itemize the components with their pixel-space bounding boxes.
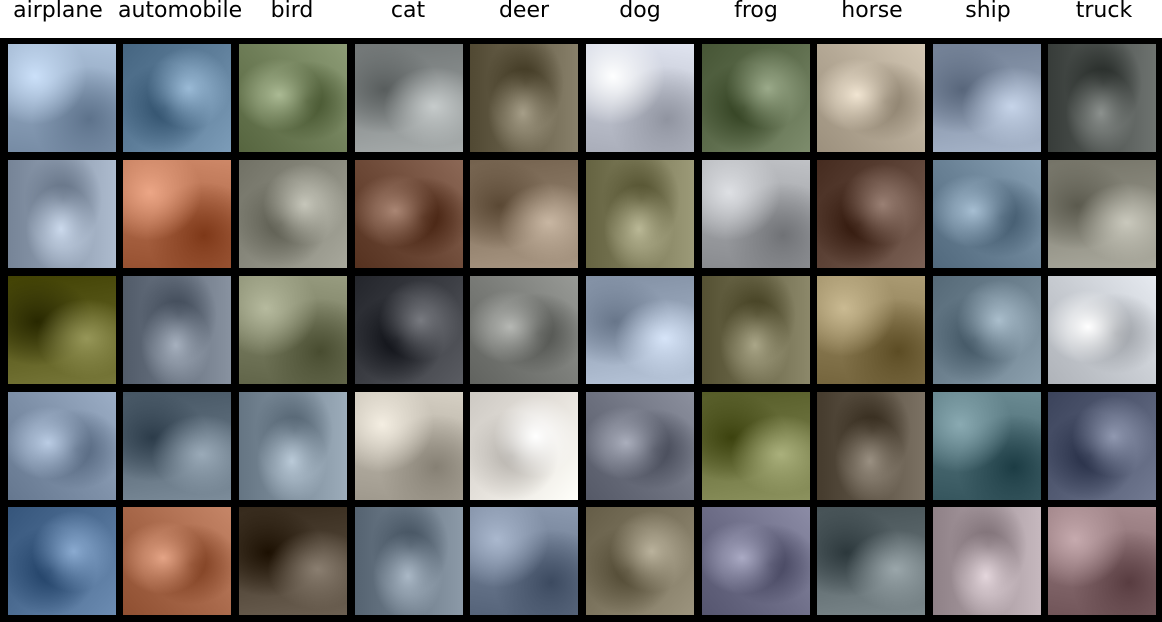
sample-image-dog-1 [586, 44, 694, 152]
sample-image-bird-4 [239, 392, 347, 500]
label-cat: cat [390, 0, 426, 23]
sample-image-cat-5 [355, 507, 463, 615]
sample-image-frog-2 [702, 160, 810, 268]
sample-image-ship-1 [933, 44, 1041, 152]
sample-image-bird-2 [239, 160, 347, 268]
sample-image-airplane-2 [8, 160, 116, 268]
label-horse: horse [841, 0, 903, 23]
sample-image-automobile-5 [123, 507, 231, 615]
sample-image-bird-5 [239, 507, 347, 615]
label-truck: truck [1075, 0, 1133, 23]
sample-image-frog-1 [702, 44, 810, 152]
sample-image-horse-3 [817, 276, 925, 384]
column-labels: airplane automobile bird cat deer dog fr… [0, 0, 1162, 38]
sample-image-cat-2 [355, 160, 463, 268]
label-bird: bird [270, 0, 314, 23]
sample-image-truck-3 [1048, 276, 1156, 384]
sample-image-cat-4 [355, 392, 463, 500]
sample-image-bird-3 [239, 276, 347, 384]
sample-image-airplane-1 [8, 44, 116, 152]
sample-image-ship-3 [933, 276, 1041, 384]
sample-image-cat-1 [355, 44, 463, 152]
sample-image-dog-4 [586, 392, 694, 500]
sample-image-automobile-1 [123, 44, 231, 152]
sample-image-truck-1 [1048, 44, 1156, 152]
label-dog: dog [619, 0, 661, 23]
sample-image-automobile-2 [123, 160, 231, 268]
sample-image-deer-1 [470, 44, 578, 152]
sample-image-airplane-5 [8, 507, 116, 615]
sample-image-truck-5 [1048, 507, 1156, 615]
sample-image-cat-3 [355, 276, 463, 384]
sample-image-ship-4 [933, 392, 1041, 500]
sample-image-horse-2 [817, 160, 925, 268]
sample-image-frog-4 [702, 392, 810, 500]
sample-image-dog-5 [586, 507, 694, 615]
sample-image-deer-5 [470, 507, 578, 615]
sample-image-frog-5 [702, 507, 810, 615]
image-grid [0, 38, 1162, 622]
sample-image-automobile-3 [123, 276, 231, 384]
sample-image-horse-1 [817, 44, 925, 152]
sample-image-truck-2 [1048, 160, 1156, 268]
sample-image-airplane-3 [8, 276, 116, 384]
sample-image-ship-5 [933, 507, 1041, 615]
label-airplane: airplane [13, 0, 103, 23]
sample-image-dog-2 [586, 160, 694, 268]
sample-image-deer-2 [470, 160, 578, 268]
sample-image-frog-3 [702, 276, 810, 384]
sample-image-horse-5 [817, 507, 925, 615]
sample-image-automobile-4 [123, 392, 231, 500]
sample-image-ship-2 [933, 160, 1041, 268]
sample-image-truck-4 [1048, 392, 1156, 500]
label-ship: ship [965, 0, 1011, 23]
sample-image-horse-4 [817, 392, 925, 500]
sample-image-deer-4 [470, 392, 578, 500]
sample-image-dog-3 [586, 276, 694, 384]
sample-image-deer-3 [470, 276, 578, 384]
sample-image-bird-1 [239, 44, 347, 152]
label-automobile: automobile [118, 0, 243, 23]
sample-image-airplane-4 [8, 392, 116, 500]
label-deer: deer [498, 0, 550, 23]
label-frog: frog [734, 0, 778, 23]
